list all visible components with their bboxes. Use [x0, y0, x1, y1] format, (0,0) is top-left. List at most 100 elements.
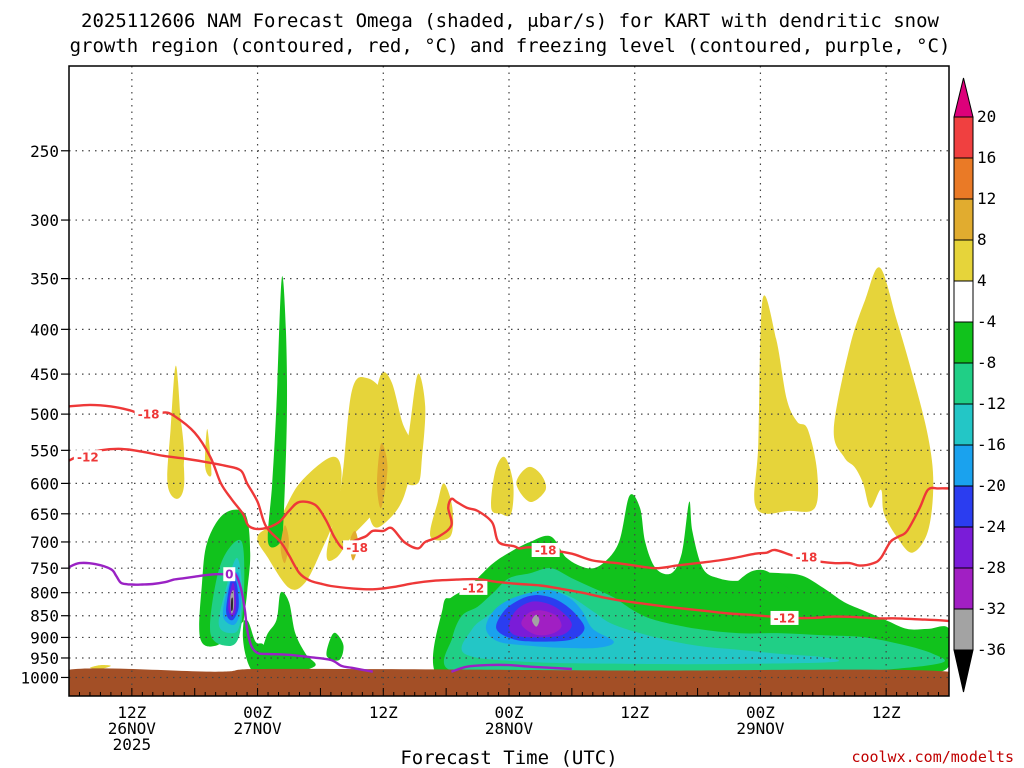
- y-tick-label-600: 600: [30, 474, 59, 493]
- y-tick-label-800: 800: [30, 584, 59, 603]
- contour-0: [69, 561, 374, 673]
- grid: [69, 66, 949, 696]
- omega-region-pos4-7: [430, 483, 454, 541]
- colorbar-swatch-10: [953, 485, 974, 528]
- contour-label-bg: [792, 549, 821, 564]
- y-tick-label-650: 650: [30, 505, 59, 524]
- x-tick-label-h48-0: 00Z: [495, 703, 524, 722]
- y-tick-label-750: 750: [30, 559, 59, 578]
- y-tick-label-300: 300: [30, 211, 59, 230]
- colorbar-swatch-6: [953, 321, 974, 364]
- x-axis-label: Forecast Time (UTC): [400, 747, 617, 768]
- colorbar-swatch-13: [953, 608, 974, 651]
- contour-label--12-2: -12: [774, 611, 796, 625]
- colorbar-swatch-14: [953, 649, 974, 693]
- x-tick-label-h36-0: 12Z: [369, 703, 398, 722]
- contour-label-0-0: 0: [225, 568, 233, 582]
- omega-region-pos4-9: [516, 466, 547, 502]
- y-tick-label-400: 400: [30, 320, 59, 339]
- colorbar-swatch-0: [953, 77, 974, 118]
- omega-region-pos4-10: [754, 295, 819, 514]
- omega-region-neg4-15: [326, 632, 344, 661]
- contour-label--18-3: -18: [796, 550, 818, 564]
- contour-label-bg: [134, 407, 163, 422]
- x-tick-label-h12-2: 2025: [113, 735, 152, 754]
- contour-label--18-2: -18: [535, 544, 557, 558]
- contour-label--18-1: -18: [346, 541, 368, 555]
- contour-label--12-1: -12: [463, 581, 485, 595]
- colorbar-label-9: -20: [977, 476, 1006, 495]
- omega-region-neg28-32: [521, 610, 562, 636]
- colorbar: 20 16 12 8 4 -4 -8 -12 -16 -20 -24 -28 -32 -36: [953, 77, 1006, 693]
- colorbar-label-8: -16: [977, 435, 1006, 454]
- y-tick-label-350: 350: [30, 270, 59, 289]
- chart-title-line-2: growth region (contoured, red, °C) and f…: [70, 35, 951, 57]
- colorbar-swatch-7: [953, 362, 974, 405]
- colorbar-swatch-9: [953, 444, 974, 487]
- y-tick-label-250: 250: [30, 142, 59, 161]
- y-tick-label-500: 500: [30, 405, 59, 424]
- plot-area: [69, 267, 949, 696]
- contour-label-bg: [343, 540, 372, 555]
- x-tick-label-h72-1: 29NOV: [736, 719, 785, 738]
- colorbar-label-11: -28: [977, 558, 1006, 577]
- colorbar-swatch-1: [953, 116, 974, 159]
- omega-region-neg4-17: [728, 569, 793, 596]
- colorbar-label-13: -36: [977, 640, 1006, 659]
- colorbar-swatch-4: [953, 239, 974, 282]
- colorbar-label-1: 16: [977, 148, 996, 167]
- y-tick-label-1000: 1000: [20, 668, 59, 687]
- y-tick-label-700: 700: [30, 533, 59, 552]
- x-tick-label-h12-1: 26NOV: [108, 719, 157, 738]
- omega-region-pos4-3: [257, 456, 342, 590]
- colorbar-label-2: 12: [977, 189, 996, 208]
- colorbar-swatch-2: [953, 157, 974, 200]
- colorbar-label-6: -8: [977, 353, 996, 372]
- y-tick-label-550: 550: [30, 441, 59, 460]
- omega-region-neg32-34: [532, 614, 540, 627]
- colorbar-swatch-8: [953, 403, 974, 446]
- colorbar-swatch-5: [953, 280, 974, 323]
- x-tick-label-h72-0: 00Z: [746, 703, 775, 722]
- contour-label--12-0: -12: [77, 451, 99, 465]
- omega-region-neg4-14: [267, 276, 288, 548]
- contour-label-bg: [223, 567, 236, 582]
- x-tick-label-h12-0: 12Z: [117, 703, 146, 722]
- omega-region-pos4-1: [173, 414, 185, 484]
- terrain-ground: [69, 668, 949, 696]
- colorbar-label-7: -12: [977, 394, 1006, 413]
- colorbar-label-5: -4: [977, 312, 996, 331]
- contour-label-bg: [73, 450, 102, 465]
- colorbar-swatch-3: [953, 198, 974, 241]
- y-tick-label-850: 850: [30, 607, 59, 626]
- omega-region-pos4-6: [401, 373, 426, 486]
- credit-text: coolwx.com/modelts: [851, 748, 1014, 766]
- contour--18: [69, 403, 949, 570]
- omega-region-pos4-18: [90, 664, 111, 670]
- x-tick-label-h24-0: 00Z: [243, 703, 272, 722]
- omega-region-pos4-8: [491, 456, 514, 517]
- colorbar-label-3: 8: [977, 230, 987, 249]
- colorbar-swatch-12: [953, 567, 974, 610]
- y-tick-label-450: 450: [30, 365, 59, 384]
- contour-label--18-0: -18: [138, 408, 160, 422]
- y-tick-label-900: 900: [30, 628, 59, 647]
- contour-label-bg: [770, 610, 799, 625]
- y-axis: 250 300 350 400 450 500 550 600 650 700 750 800 850 9…: [20, 142, 69, 687]
- x-tick-label-h24-1: 27NOV: [233, 719, 282, 738]
- colorbar-label-0: 20: [977, 107, 996, 126]
- colorbar-label-10: -24: [977, 517, 1006, 536]
- x-tick-label-h84-0: 12Z: [872, 703, 901, 722]
- colorbar-label-12: -32: [977, 599, 1006, 618]
- x-tick-label-h60-0: 12Z: [620, 703, 649, 722]
- contour-label-bg: [459, 580, 488, 595]
- omega-region-neg36-35: [231, 597, 233, 612]
- contour-label-bg: [531, 543, 560, 558]
- colorbar-label-4: 4: [977, 271, 987, 290]
- colorbar-swatch-11: [953, 526, 974, 569]
- contour-layer: -18 -18 -18 -18 -12 -12 -12 0: [69, 403, 949, 673]
- omega-region-neg4-13: [259, 591, 316, 674]
- contour-0b: [451, 663, 572, 673]
